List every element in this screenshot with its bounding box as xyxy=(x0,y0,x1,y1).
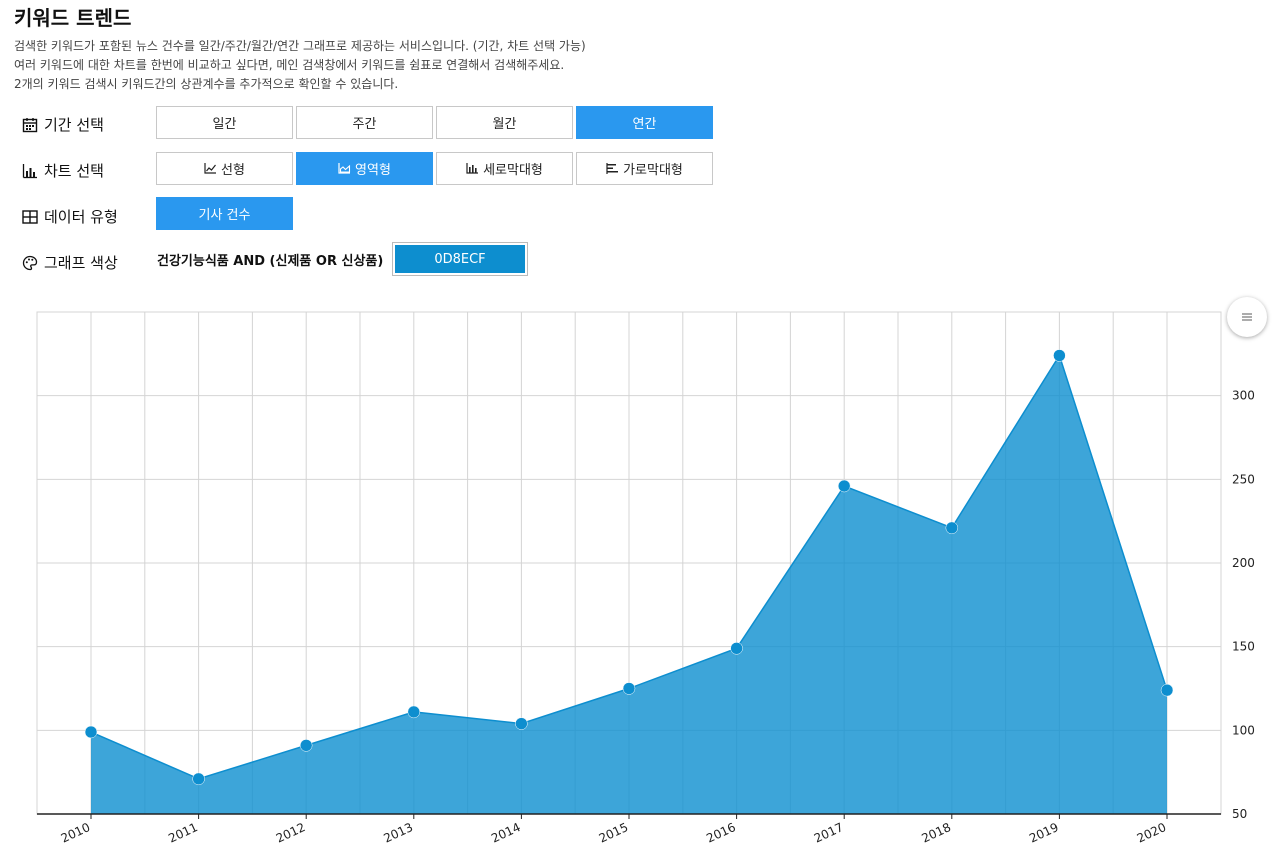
zoom-handle[interactable] xyxy=(1227,297,1267,337)
description-line: 여러 키워드에 대한 차트를 한번에 비교하고 싶다면, 메인 검색창에서 키워… xyxy=(14,58,565,72)
period-weekly-button[interactable]: 주간 xyxy=(296,106,433,139)
x-tick-label: 2018 xyxy=(919,820,953,846)
data-point xyxy=(622,682,636,695)
x-tick-label: 2011 xyxy=(166,820,200,846)
y-tick-label: 200 xyxy=(1232,556,1255,570)
x-tick-label: 2020 xyxy=(1135,820,1169,846)
color-picker[interactable]: 0D8ECF xyxy=(392,242,528,276)
period-yearly-button[interactable]: 연간 xyxy=(576,106,713,139)
line-chart-icon xyxy=(204,163,217,174)
data-point xyxy=(515,717,528,730)
description-line: 2개의 키워드 검색시 키워드간의 상관계수를 추가적으로 확인할 수 있습니다… xyxy=(14,77,399,91)
period-label: 기간 선택 xyxy=(22,114,104,135)
y-tick-label: 250 xyxy=(1232,472,1255,486)
period-label-text: 기간 선택 xyxy=(44,116,104,134)
chart-type-label-text: 차트 선택 xyxy=(44,162,104,180)
column-chart-icon xyxy=(466,163,479,174)
data-point xyxy=(192,772,205,786)
x-tick-label: 2014 xyxy=(489,820,523,846)
color-code: 0D8ECF xyxy=(395,245,525,273)
description-line: 검색한 키워드가 포함된 뉴스 건수를 일간/주간/월간/연간 그래프로 제공하… xyxy=(14,39,586,53)
zoom-handle-icon xyxy=(1242,313,1252,321)
chart-type-line-label: 선형 xyxy=(221,163,245,178)
chart-type-bar-label: 가로막대형 xyxy=(623,163,683,178)
page-title: 키워드 트렌드 xyxy=(14,6,132,30)
horizontal-bar-icon xyxy=(606,163,619,174)
y-tick-label: 100 xyxy=(1232,723,1255,737)
data-point xyxy=(84,725,98,739)
x-tick-label: 2012 xyxy=(274,820,308,846)
bar-chart-icon xyxy=(22,163,37,178)
chart-type-bar-button[interactable]: 가로막대형 xyxy=(576,152,713,185)
palette-icon xyxy=(22,255,38,270)
period-daily-button[interactable]: 일간 xyxy=(156,106,293,139)
calendar-icon xyxy=(22,117,38,132)
data-point xyxy=(1160,683,1174,697)
data-point xyxy=(945,521,959,535)
y-tick-label: 50 xyxy=(1232,807,1247,821)
data-type-label-text: 데이터 유형 xyxy=(44,208,118,226)
data-point xyxy=(1053,349,1066,362)
chart-type-area-label: 영역형 xyxy=(355,163,391,178)
keyword-trend-chart: 2010 2011 2012 2013 2014 2015 2016 2017 2018 2019… xyxy=(36,305,1255,846)
table-icon xyxy=(22,209,38,224)
data-point xyxy=(407,705,421,719)
chart-type-column-label: 세로막대형 xyxy=(483,163,543,178)
chart-type-label: 차트 선택 xyxy=(22,160,104,181)
graph-color-label: 그래프 색상 xyxy=(22,252,118,273)
data-point xyxy=(299,739,313,752)
area-chart-icon xyxy=(338,163,351,174)
page-description: 검색한 키워드가 포함된 뉴스 건수를 일간/주간/월간/연간 그래프로 제공하… xyxy=(14,37,586,94)
x-tick-label: 2016 xyxy=(704,820,738,846)
chart-type-column-button[interactable]: 세로막대형 xyxy=(436,152,573,185)
data-type-article-count-button[interactable]: 기사 건수 xyxy=(156,197,293,230)
y-tick-label: 150 xyxy=(1232,640,1255,654)
series-area xyxy=(91,355,1167,814)
chart-type-area-button[interactable]: 영역형 xyxy=(296,152,433,185)
y-tick-label: 300 xyxy=(1232,389,1255,403)
data-point xyxy=(837,479,851,493)
data-point xyxy=(730,642,743,655)
data-type-label: 데이터 유형 xyxy=(22,206,118,227)
x-tick-label: 2013 xyxy=(381,820,415,846)
chart-type-line-button[interactable]: 선형 xyxy=(156,152,293,185)
x-tick-label: 2017 xyxy=(812,820,846,846)
graph-color-label-text: 그래프 색상 xyxy=(44,254,118,272)
x-tick-label: 2015 xyxy=(597,820,631,846)
period-monthly-button[interactable]: 월간 xyxy=(436,106,573,139)
keyword-text: 건강기능식품 AND (신제품 OR 신상품) xyxy=(157,254,384,269)
x-tick-label: 2019 xyxy=(1027,820,1061,846)
x-tick-label: 2010 xyxy=(59,820,93,846)
